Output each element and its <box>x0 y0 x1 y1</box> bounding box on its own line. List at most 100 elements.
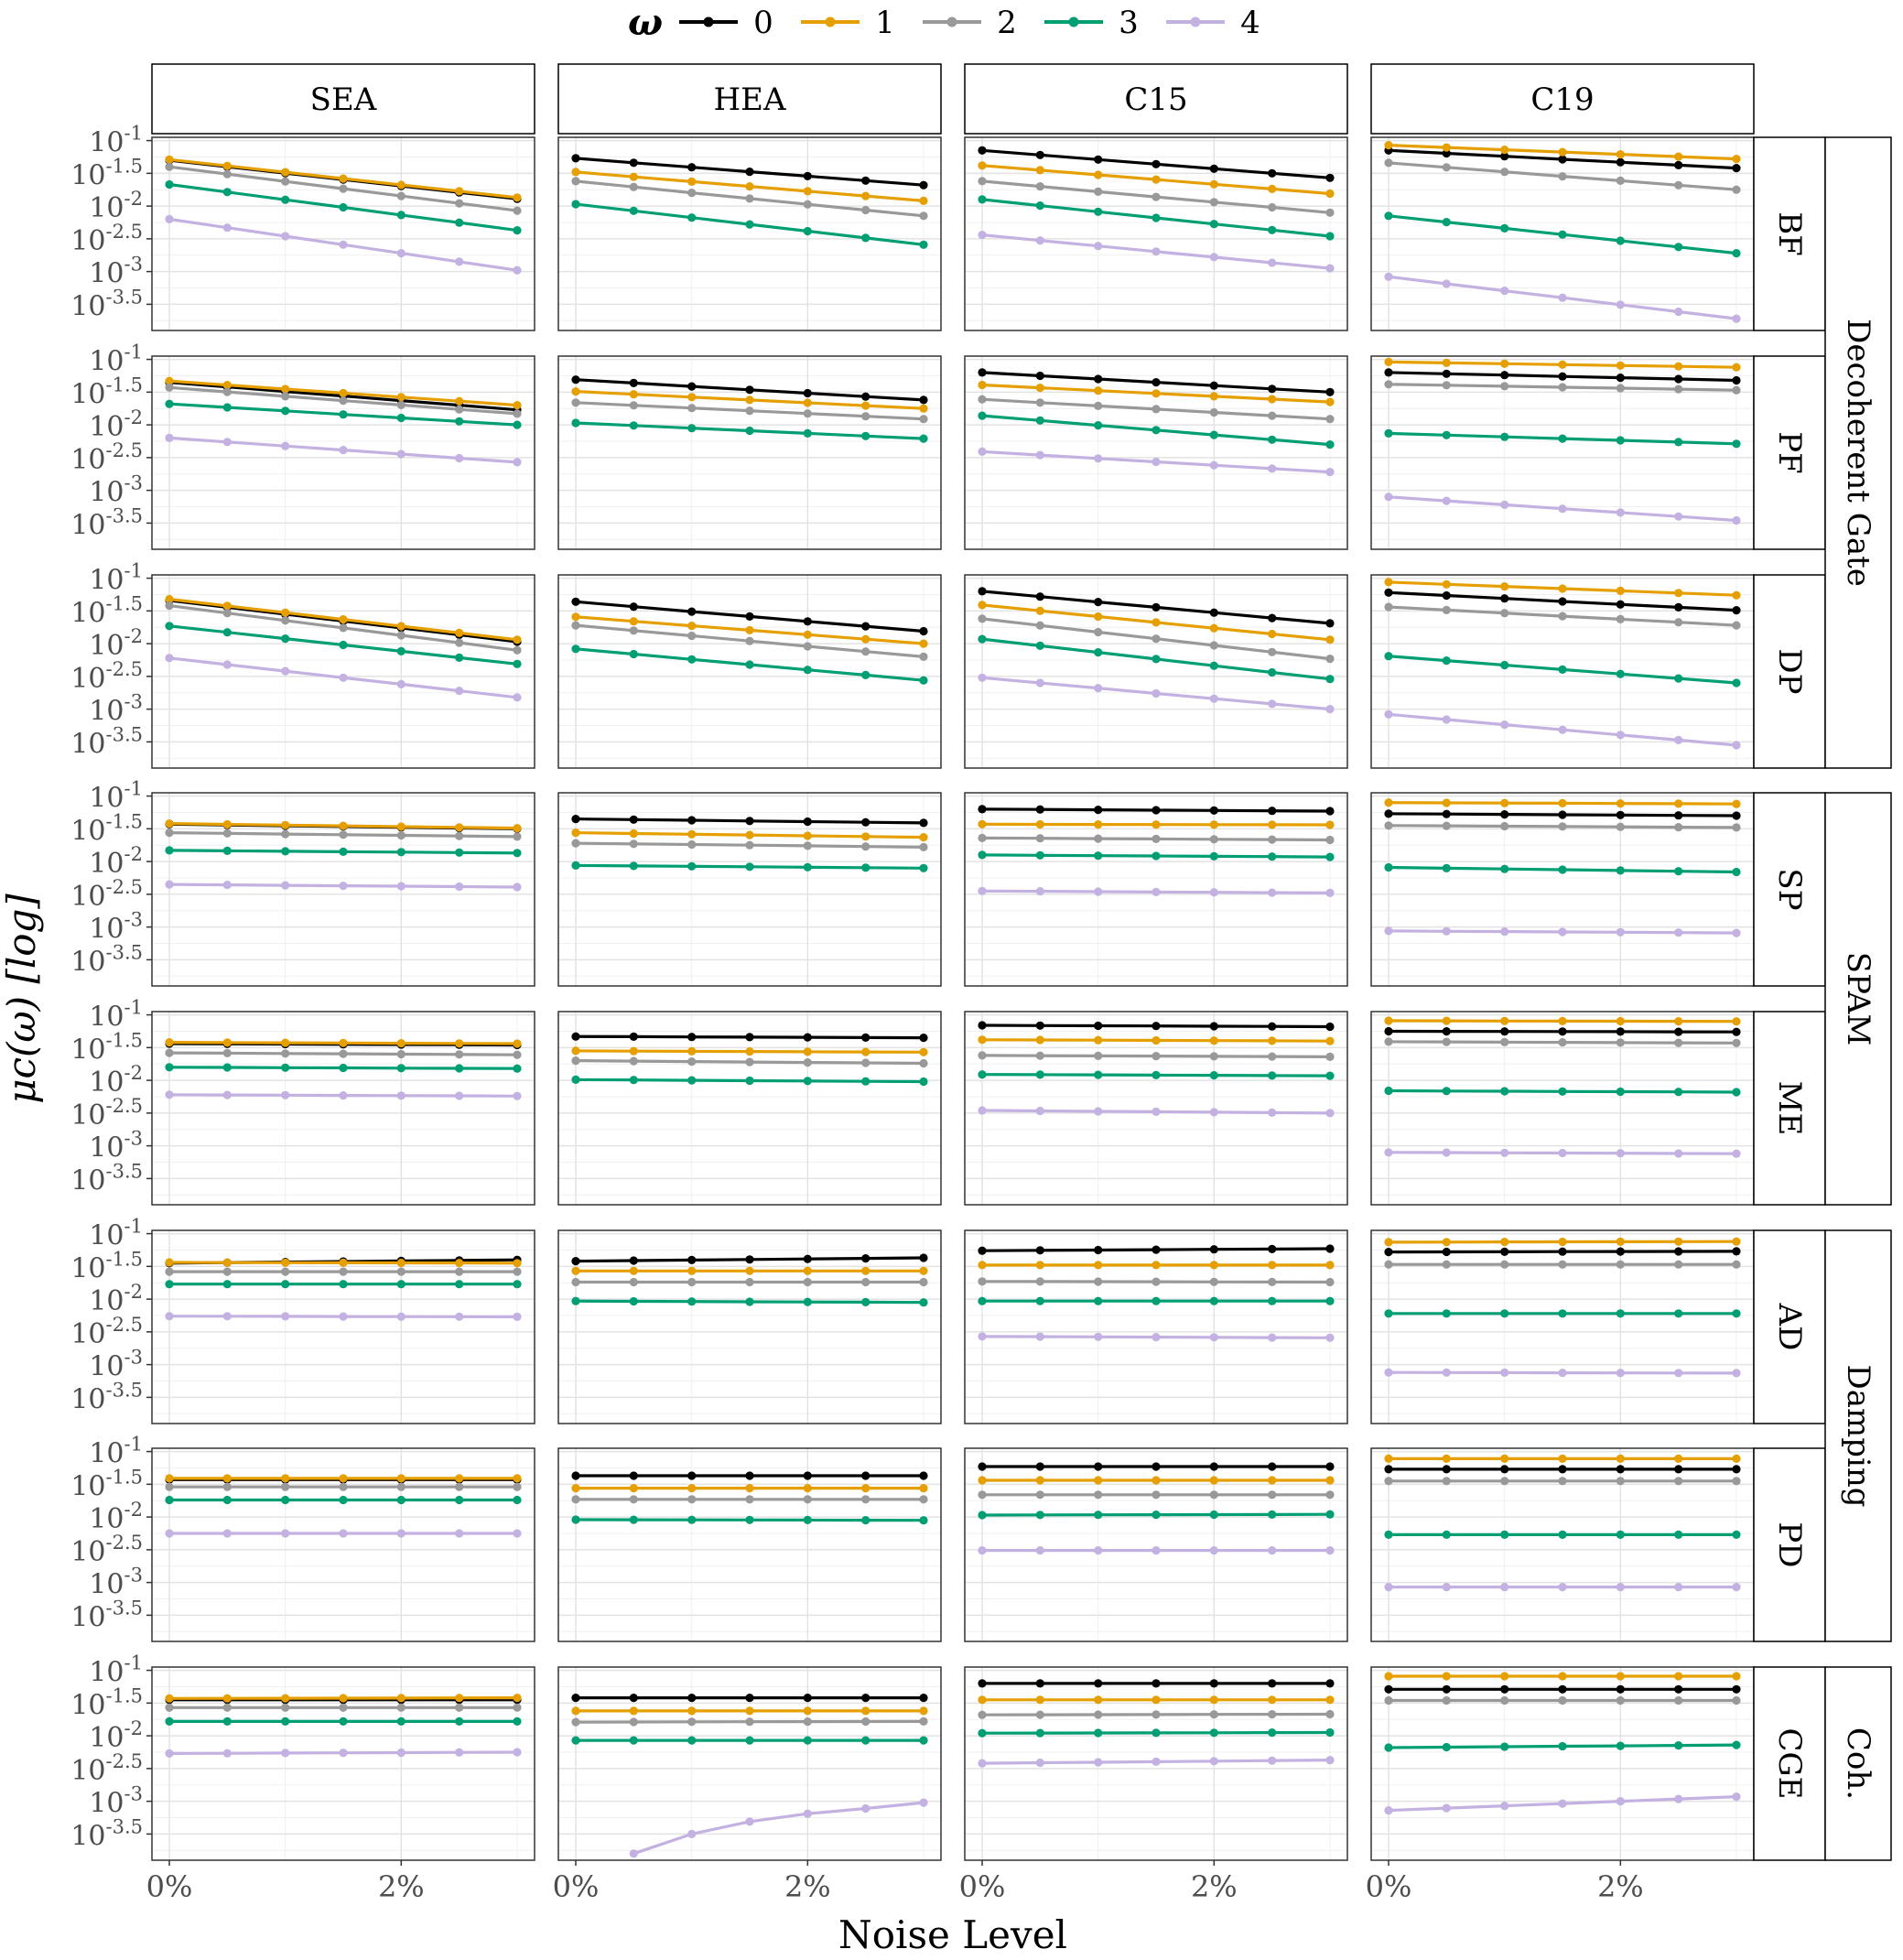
data-point-omega-0 <box>1035 1462 1044 1471</box>
data-point-omega-4 <box>455 882 464 892</box>
data-point-omega-1 <box>1732 363 1741 372</box>
data-point-omega-2 <box>1209 1710 1218 1719</box>
data-point-omega-1 <box>919 404 928 413</box>
data-point-omega-3 <box>861 233 870 243</box>
data-point-omega-2 <box>281 616 290 625</box>
data-point-omega-3 <box>571 1075 580 1084</box>
data-point-omega-2 <box>1500 1695 1509 1706</box>
data-point-omega-4 <box>1500 500 1509 510</box>
data-point-omega-3 <box>339 1716 348 1726</box>
data-point-omega-4 <box>1384 709 1393 719</box>
data-point-omega-0 <box>861 1694 870 1703</box>
data-point-omega-2 <box>919 1716 928 1726</box>
data-point-omega-2 <box>1035 621 1044 630</box>
panel-border <box>557 574 942 769</box>
data-point-omega-4 <box>1152 1546 1161 1555</box>
data-point-omega-4 <box>1732 928 1741 937</box>
y-tick-label: 10-3 <box>89 1128 143 1164</box>
data-point-omega-0 <box>1094 374 1103 384</box>
data-point-omega-2 <box>1384 821 1393 830</box>
data-point-omega-2 <box>745 406 754 416</box>
data-point-omega-2 <box>1442 381 1451 390</box>
data-point-omega-0 <box>1674 1684 1683 1694</box>
data-point-omega-2 <box>1035 1277 1044 1286</box>
data-point-omega-2 <box>513 1267 522 1276</box>
panel-DP-SEA <box>151 574 535 769</box>
data-point-omega-2 <box>919 1277 928 1287</box>
data-point-omega-2 <box>455 1050 464 1059</box>
y-tick-label: 10-1.5 <box>70 810 143 847</box>
data-point-omega-4 <box>1384 1806 1393 1815</box>
data-point-omega-0 <box>1616 600 1625 609</box>
panel-DP-HEA <box>557 574 942 769</box>
data-point-omega-3 <box>687 655 697 664</box>
y-tick-label: 10-1 <box>89 560 143 597</box>
data-point-omega-1 <box>1094 386 1103 395</box>
data-point-omega-2 <box>803 200 812 209</box>
data-point-omega-1 <box>687 829 697 839</box>
row-group-label: SPAM <box>1840 952 1876 1045</box>
data-point-omega-2 <box>687 1495 697 1504</box>
data-point-omega-2 <box>978 614 987 623</box>
data-point-omega-3 <box>745 862 754 872</box>
data-point-omega-4 <box>1152 1107 1161 1116</box>
data-point-omega-0 <box>1325 1679 1335 1688</box>
data-point-omega-3 <box>396 1064 405 1073</box>
data-point-omega-2 <box>1268 202 1277 212</box>
data-point-omega-1 <box>1035 1695 1044 1705</box>
data-point-omega-0 <box>1442 1465 1451 1474</box>
legend-label-1: 1 <box>875 5 895 41</box>
data-point-omega-2 <box>1442 605 1451 615</box>
data-point-omega-2 <box>1558 612 1567 621</box>
data-point-omega-3 <box>1268 1071 1277 1080</box>
data-point-omega-2 <box>1094 1490 1103 1500</box>
legend-label-4: 4 <box>1240 5 1260 41</box>
data-point-omega-2 <box>1152 834 1161 844</box>
data-point-omega-3 <box>396 848 405 857</box>
data-point-omega-4 <box>1094 1332 1103 1341</box>
data-point-omega-2 <box>1558 1695 1567 1706</box>
data-point-omega-3 <box>339 1280 348 1289</box>
data-point-omega-2 <box>861 1716 870 1727</box>
data-point-omega-2 <box>1094 1051 1103 1060</box>
data-point-omega-2 <box>455 831 464 840</box>
data-point-omega-1 <box>1325 820 1335 829</box>
row-strip-CGE <box>1753 1666 1826 1861</box>
y-tick-label: 10-1.5 <box>70 592 143 629</box>
data-point-omega-2 <box>1500 168 1509 177</box>
data-point-omega-1 <box>165 1258 174 1267</box>
panel-border <box>557 1666 942 1861</box>
data-point-omega-3 <box>1558 1309 1567 1318</box>
y-tick-label: 10-1 <box>89 1652 143 1689</box>
panel-CGE-C19 <box>1370 1666 1755 1861</box>
data-point-omega-4 <box>1442 1803 1451 1813</box>
data-point-omega-2 <box>919 211 928 221</box>
data-point-omega-4 <box>339 1091 348 1100</box>
data-point-omega-4 <box>1035 1332 1044 1341</box>
data-point-omega-1 <box>513 1694 522 1703</box>
y-tick-label: 10-3.5 <box>70 1815 143 1852</box>
data-point-omega-0 <box>1558 1027 1567 1036</box>
data-point-omega-0 <box>978 368 987 377</box>
data-point-omega-4 <box>455 687 464 696</box>
data-point-omega-3 <box>1558 230 1567 239</box>
data-point-omega-0 <box>1442 809 1451 818</box>
data-point-omega-3 <box>687 1736 697 1745</box>
y-tick-label: 10-2 <box>89 1281 143 1317</box>
data-point-omega-2 <box>1035 834 1044 843</box>
y-tick-label: 10-3 <box>89 1783 143 1820</box>
data-point-omega-3 <box>1268 1728 1277 1738</box>
data-point-omega-1 <box>687 177 697 186</box>
data-point-omega-0 <box>803 1694 812 1703</box>
data-point-omega-2 <box>1268 1052 1277 1061</box>
data-point-omega-3 <box>978 195 987 204</box>
data-point-omega-4 <box>1500 1802 1509 1811</box>
data-point-omega-3 <box>1325 675 1335 684</box>
data-point-omega-0 <box>978 587 987 596</box>
data-point-omega-2 <box>1268 1277 1277 1286</box>
data-point-omega-0 <box>745 1694 754 1703</box>
data-point-omega-4 <box>1732 1369 1741 1378</box>
panel-SP-HEA <box>557 792 942 987</box>
data-point-omega-1 <box>1616 1672 1625 1681</box>
data-point-omega-1 <box>1325 1261 1335 1270</box>
